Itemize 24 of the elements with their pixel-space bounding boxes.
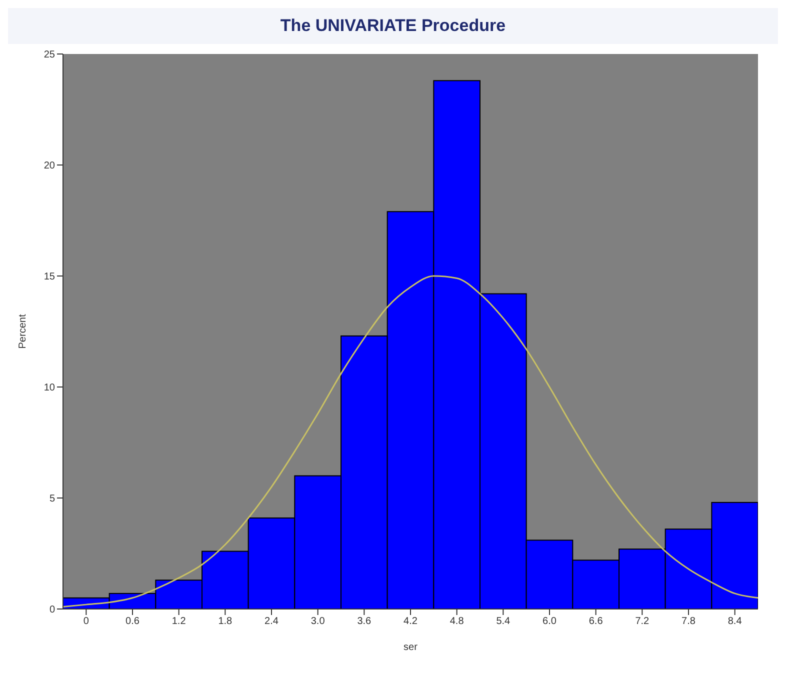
x-tick-label: 6.6	[588, 616, 604, 628]
x-tick-label: 1.2	[172, 616, 186, 628]
x-tick-label: 0	[83, 616, 90, 628]
x-tick-label: 3.0	[310, 616, 326, 628]
y-tick-label: 25	[44, 50, 56, 61]
x-tick-label: 4.8	[450, 616, 464, 628]
x-tick-label: 0.6	[126, 616, 140, 628]
x-tick-label: 7.8	[682, 616, 696, 628]
y-tick-label: 0	[49, 604, 56, 616]
x-tick-label: 4.2	[404, 616, 418, 628]
x-tick-label: 5.4	[496, 616, 511, 628]
y-axis-title: Percent	[18, 314, 29, 349]
x-tick-label: 3.6	[357, 616, 372, 628]
x-tick-label: 8.4	[728, 616, 742, 628]
y-tick-label: 10	[44, 382, 56, 394]
x-tick-label: 1.8	[218, 616, 233, 628]
chart-title: The UNIVARIATE Procedure	[8, 8, 778, 44]
x-tick-label: 2.4	[264, 616, 279, 628]
x-tick-label: 7.2	[635, 616, 650, 628]
y-tick-label: 15	[44, 272, 56, 283]
y-tick-label: 5	[49, 494, 56, 505]
x-tick-label: 6.0	[542, 616, 557, 628]
y-tick-label: 20	[44, 160, 56, 172]
x-axis-title: ser	[404, 642, 418, 653]
